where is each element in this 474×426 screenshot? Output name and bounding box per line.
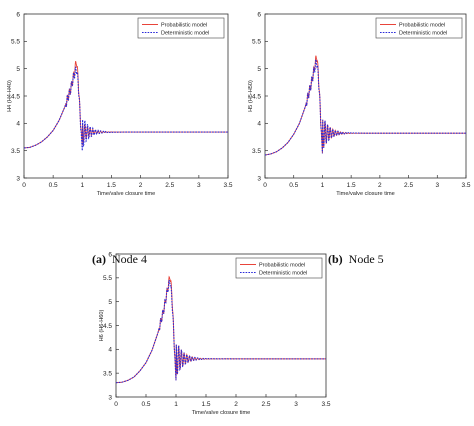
y-tick-label: 4.5: [103, 323, 112, 330]
y-tick-label: 3.5: [103, 370, 112, 377]
legend-label: Deterministic model: [161, 31, 209, 37]
x-tick-label: 1: [80, 182, 84, 189]
x-tick-label: 3.5: [321, 401, 330, 408]
legend-label: Probabilistic model: [161, 23, 207, 29]
y-tick-label: 5: [16, 66, 20, 73]
x-tick-label: 0.5: [49, 182, 58, 189]
y-tick-label: 3: [16, 175, 20, 182]
series-line-probabilistic: [115, 275, 326, 384]
x-tick-label: 1.5: [107, 182, 116, 189]
y-tick-label: 5: [108, 299, 112, 306]
y-tick-label: 3: [257, 175, 261, 182]
y-tick-label: 6: [16, 11, 20, 18]
legend-box: [137, 17, 225, 39]
chart-panel-3: 0 0.5 1 1.5 2 2.5 3 3.5 3 3.5 4 4.5 5 5.5 6 Time/valve …: [99, 251, 331, 416]
chart-panel-1: 0 0.5 1 1.5 2 2.5 3 3.5 3 3.5 4 4.5 5 5.5 6 Time/valve …: [7, 11, 233, 197]
y-tick-label: 5.5: [11, 39, 20, 46]
y-axis-label: H6 (H6-H60): [99, 310, 105, 342]
y-tick-label: 3.5: [252, 148, 261, 155]
legend-label: Deterministic model: [399, 31, 447, 37]
y-tick-label: 3: [108, 394, 112, 401]
caption-text: Node 5: [348, 252, 384, 266]
x-tick-label: 0: [22, 182, 26, 189]
y-tick-label: 6: [108, 251, 112, 258]
legend-label: Deterministic model: [259, 271, 307, 277]
series-line-probabilistic: [264, 55, 466, 156]
y-tick-label: 5.5: [103, 275, 112, 282]
x-tick-label: 3: [435, 182, 439, 189]
plot-area: [264, 13, 467, 179]
x-tick-label: 0: [114, 401, 118, 408]
y-tick-label: 5: [257, 66, 261, 73]
caption-node-4: (a) Node 4: [92, 252, 147, 267]
y-tick-label: 5.5: [252, 39, 261, 46]
x-axis-label: Time/valve closure time: [192, 410, 251, 416]
chart-panel-2: 0 0.5 1 1.5 2 2.5 3 3.5 3 3.5 4 4.5 5 5.5 6 Time/valve …: [248, 11, 471, 197]
x-tick-label: 3.5: [223, 182, 232, 189]
x-tick-label: 2.5: [165, 182, 174, 189]
caption-text: Node 4: [112, 252, 147, 266]
legend-box: [235, 257, 323, 279]
y-tick-label: 6: [257, 11, 261, 18]
x-tick-label: 2.5: [261, 401, 270, 408]
x-tick-label: 3.5: [461, 182, 470, 189]
y-tick-label: 4: [108, 347, 112, 354]
plot-area: [23, 13, 229, 179]
x-tick-label: 1: [321, 182, 325, 189]
x-tick-label: 1.5: [201, 401, 210, 408]
y-tick-label: 4: [16, 121, 20, 128]
y-axis-label: H5 (H5-H50): [248, 80, 254, 112]
x-tick-label: 0.5: [289, 182, 298, 189]
series-line-deterministic: [23, 66, 228, 151]
x-tick-label: 3: [294, 401, 298, 408]
x-tick-label: 1.5: [347, 182, 356, 189]
x-tick-label: 1: [174, 401, 178, 408]
y-tick-label: 4.5: [11, 93, 20, 100]
x-tick-label: 2: [139, 182, 143, 189]
legend-label: Probabilistic model: [259, 263, 305, 269]
x-axis-label: Time/valve closure time: [97, 191, 156, 197]
x-axis-label: Time/valve closure time: [336, 191, 395, 197]
legend-box: [375, 17, 463, 39]
caption-letter: (b): [328, 252, 343, 266]
y-tick-label: 4: [257, 121, 261, 128]
x-tick-label: 2.5: [404, 182, 413, 189]
x-tick-label: 0.5: [141, 401, 150, 408]
x-tick-label: 3: [197, 182, 201, 189]
caption-node-5: (b) Node 5: [328, 252, 384, 267]
y-tick-label: 3.5: [11, 148, 20, 155]
x-tick-label: 2: [234, 401, 238, 408]
legend-label: Probabilistic model: [399, 23, 445, 29]
y-axis-label: H4 (H4-H40): [7, 80, 13, 112]
x-tick-label: 0: [263, 182, 267, 189]
x-tick-label: 2: [378, 182, 382, 189]
caption-letter: (a): [92, 252, 106, 266]
y-tick-label: 4.5: [252, 93, 261, 100]
